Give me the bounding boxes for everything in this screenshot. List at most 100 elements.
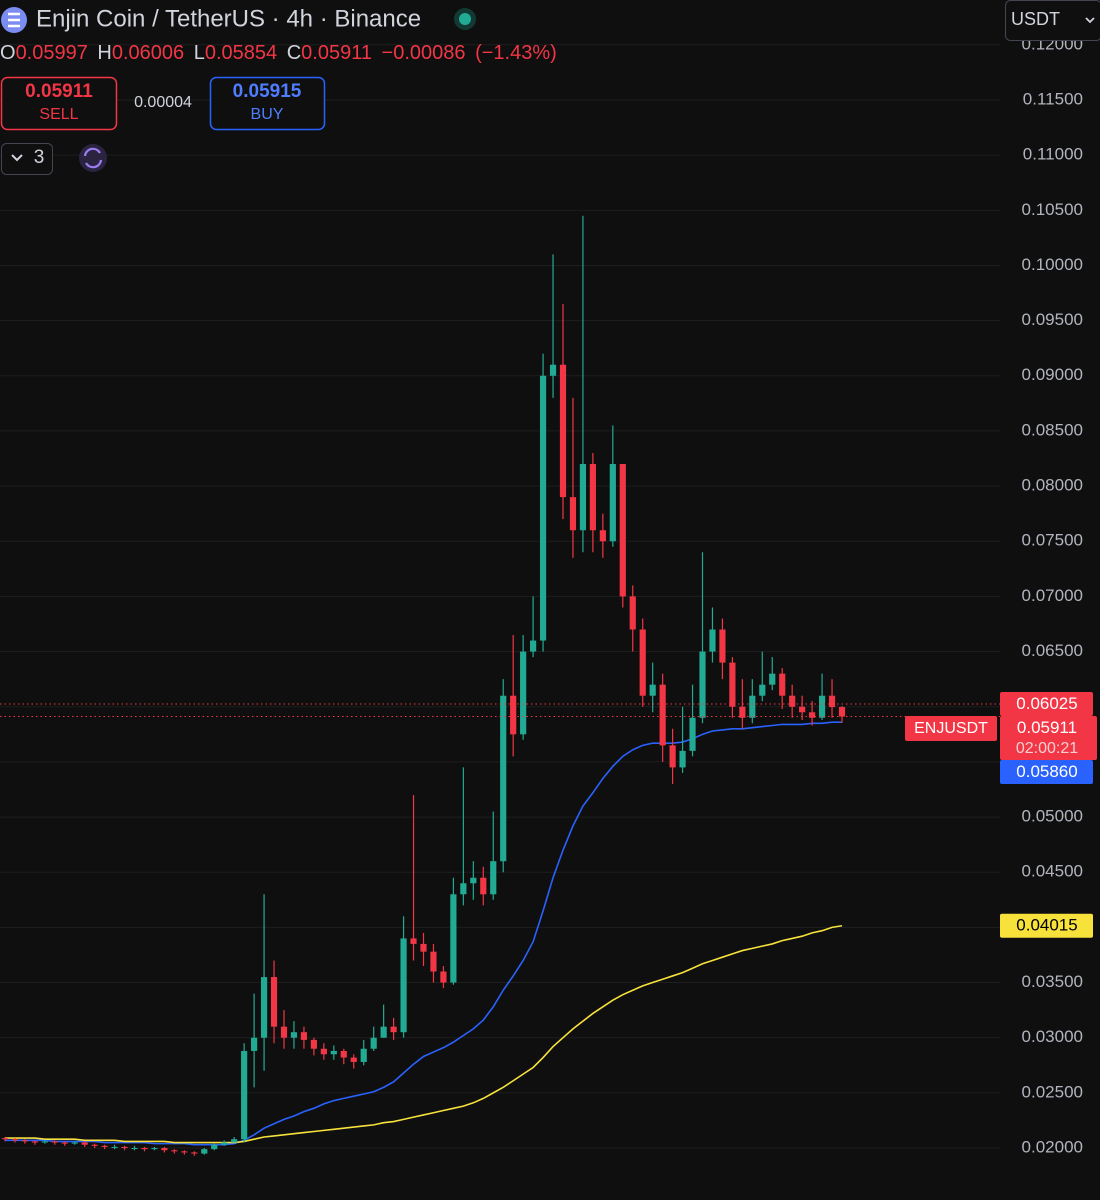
candle-body — [599, 530, 606, 542]
ohlc-value: 0.05854 — [205, 42, 277, 64]
candle-body — [280, 1026, 288, 1038]
currency-select[interactable] — [1005, 0, 1100, 41]
ohlc-value: 0.05911 — [301, 42, 372, 64]
candle-body — [91, 1144, 98, 1146]
price-label-box — [1000, 691, 1093, 716]
candle-body — [101, 1145, 108, 1147]
header: Enjin Coin / TetherUS · 4h · Binance O0.… — [0, 0, 1100, 175]
symbol-title: Enjin Coin / TetherUS · 4h · Binance — [36, 5, 421, 32]
candle-body — [500, 695, 507, 862]
chevron — [11, 154, 23, 162]
candle-body — [330, 1050, 337, 1055]
candle-body — [579, 464, 587, 531]
candle-body — [41, 1141, 48, 1143]
candle-body — [390, 1026, 397, 1033]
candle-body — [699, 651, 706, 718]
candle-body — [659, 684, 666, 746]
price-label-box — [1000, 913, 1093, 938]
change: −0.00086 — [382, 42, 466, 64]
y-tick-label: 0.08500 — [1022, 420, 1083, 439]
candle-body — [81, 1142, 88, 1145]
candle-body — [649, 684, 656, 696]
candle-body — [470, 877, 477, 884]
candle-body — [221, 1142, 228, 1145]
candle-body — [460, 883, 467, 895]
y-tick-label: 0.02500 — [1022, 1082, 1083, 1101]
y-tick-label: 0.11000 — [1023, 145, 1083, 164]
candle-body — [480, 877, 487, 895]
candle-body — [549, 364, 557, 376]
currency: USDT — [1011, 9, 1060, 29]
y-tick-label: 0.07000 — [1022, 586, 1083, 605]
y-tick-label: 0.08000 — [1022, 476, 1083, 495]
spread: 0.00004 — [134, 94, 192, 111]
buy-label: BUY — [251, 106, 284, 123]
y-tick-label: 0.10000 — [1022, 255, 1083, 274]
candle-body — [121, 1146, 128, 1149]
candle-body — [260, 977, 268, 1038]
buy-button[interactable] — [209, 76, 326, 131]
candle-body — [669, 745, 676, 768]
symbol-label: ENJUSDT — [914, 720, 988, 737]
y-tick-label: 0.09000 — [1022, 365, 1083, 384]
candle-body — [340, 1050, 347, 1058]
y-tick-label: 0.03000 — [1022, 1027, 1083, 1046]
candle-body — [609, 464, 616, 542]
candle-body — [679, 750, 686, 768]
candle-body — [589, 464, 596, 531]
candle-body — [400, 938, 407, 1033]
price-labels: 0.06025 0.05911 02:00:21 ENJUSDT 0.05860 0.04… — [0, 691, 1097, 938]
y-tick-label: 0.04500 — [1022, 862, 1083, 881]
candle-body — [270, 977, 278, 1027]
candle-body — [729, 662, 736, 707]
price-label: 0.06025 — [1016, 694, 1077, 713]
ohlc-key: L — [194, 42, 205, 64]
candle-body — [739, 706, 746, 718]
candle-body — [539, 375, 547, 641]
price-label: 0.05860 — [1016, 762, 1077, 781]
candle-body — [619, 464, 626, 597]
candle-body — [809, 712, 816, 718]
moving-average-line — [5, 924, 843, 1144]
candle-body — [181, 1151, 188, 1153]
plot-area — [1, 215, 846, 1156]
candle-body — [21, 1140, 29, 1142]
y-tick-label: 0.05000 — [1022, 807, 1083, 826]
candle-body — [779, 673, 786, 696]
indicators-toggle[interactable] — [1, 143, 53, 175]
y-tick-label: 0.09500 — [1022, 310, 1083, 329]
candle-body — [510, 695, 517, 735]
candle-body — [161, 1148, 168, 1151]
candle-body — [440, 971, 447, 983]
y-tick-label: 0.06500 — [1022, 641, 1083, 660]
sell-button[interactable] — [0, 76, 118, 131]
candle-body — [689, 717, 696, 751]
candle-body — [171, 1150, 178, 1152]
candle-body — [310, 1039, 317, 1049]
ohlc-value: 0.05997 — [16, 42, 88, 64]
sync-icon — [83, 147, 103, 169]
candle-body — [410, 938, 417, 944]
candle-body — [709, 629, 716, 652]
price-label-box — [1000, 759, 1093, 784]
candle-body — [639, 629, 646, 696]
y-tick-label: 0.10500 — [1022, 200, 1083, 219]
moving-average-line — [5, 721, 842, 1146]
price-label: 0.05911 — [1017, 718, 1077, 737]
candle-body — [490, 861, 497, 895]
y-tick-label: 0.02000 — [1022, 1138, 1083, 1157]
candle-body — [520, 651, 527, 735]
candle-body — [251, 1037, 258, 1051]
y-tick-label: 0.07500 — [1022, 531, 1083, 550]
candle-body — [131, 1148, 138, 1150]
candle-body — [111, 1146, 118, 1148]
candle-body — [629, 596, 636, 630]
candle-body — [61, 1142, 68, 1144]
y-tick-label: 0.11500 — [1023, 89, 1083, 108]
symbol-box — [905, 715, 997, 741]
candle-body — [241, 1050, 248, 1140]
candle-body — [201, 1149, 208, 1154]
change-percent: (−1.43%) — [475, 42, 557, 64]
ohlc-key: H — [97, 42, 111, 64]
